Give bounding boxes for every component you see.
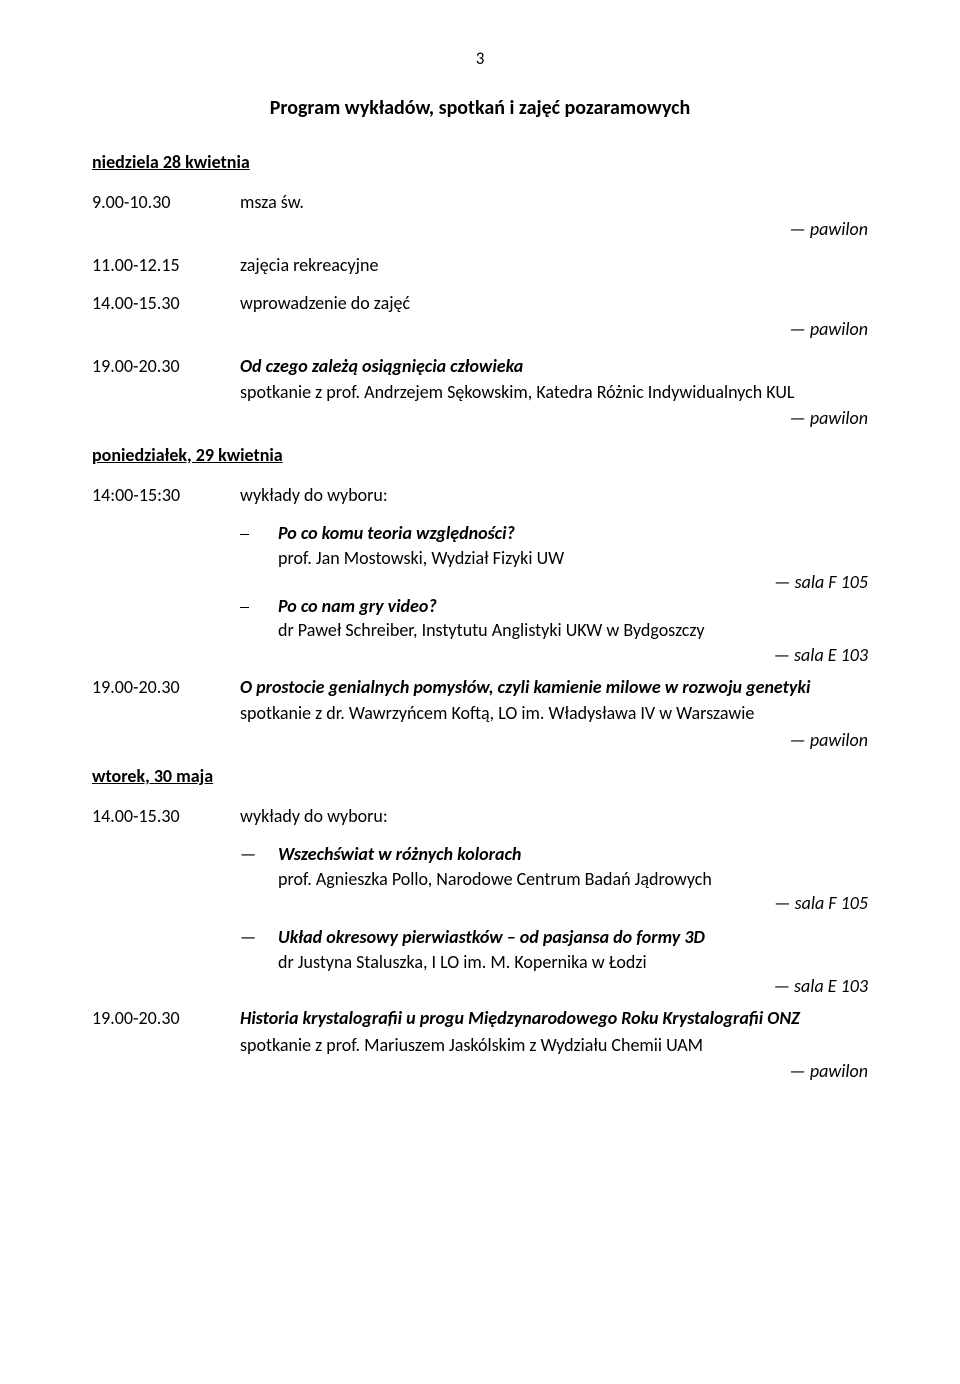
event-text: wykłady do wyboru: <box>240 483 868 507</box>
event-title: Historia krystalografii u progu Międzyna… <box>240 1006 868 1030</box>
location: — sala F 105 <box>240 891 868 915</box>
location: — sala F 105 <box>240 570 868 594</box>
time: 14.00-15.30 <box>92 291 240 315</box>
location: — pawilon <box>92 217 868 241</box>
bullet-dash-icon: — <box>240 925 278 949</box>
location: — sala E 103 <box>240 643 868 667</box>
time: 14.00-15.30 <box>92 804 240 828</box>
event-subtext: spotkanie z dr. Wawrzyńcem Koftą, LO im.… <box>240 701 868 725</box>
bullet-dash-icon: ⎯ <box>240 521 278 545</box>
bullet-dash-icon: — <box>240 842 278 866</box>
time: 14:00-15:30 <box>92 483 240 507</box>
main-title: Program wykładów, spotkań i zajęć pozara… <box>92 95 868 122</box>
location: — pawilon <box>92 317 868 341</box>
location: — pawilon <box>92 728 868 752</box>
lecture-speaker: prof. Agnieszka Pollo, Narodowe Centrum … <box>278 867 868 891</box>
time: 9.00-10.30 <box>92 190 240 214</box>
event-subtext: spotkanie z prof. Andrzejem Sękowskim, K… <box>240 380 868 404</box>
event-text: wprowadzenie do zajęć <box>240 291 868 315</box>
event-text: wykłady do wyboru: <box>240 804 868 828</box>
event-title: Od czego zależą osiągnięcia człowieka <box>240 354 868 378</box>
day-heading-monday: poniedziałek, 29 kwietnia <box>92 443 868 467</box>
lecture-title: Po co komu teoria względności? <box>278 521 868 545</box>
time: 19.00-20.30 <box>92 675 240 699</box>
lecture-title: Wszechświat w różnych kolorach <box>278 842 868 866</box>
event-subtext: spotkanie z prof. Mariuszem Jaskólskim z… <box>240 1033 868 1057</box>
lecture-title: Układ okresowy pierwiastków – od pasjans… <box>278 925 868 949</box>
location: — pawilon <box>92 1059 868 1083</box>
lecture-speaker: dr Justyna Staluszka, I LO im. M. Kopern… <box>278 950 868 974</box>
time: 19.00-20.30 <box>92 354 240 378</box>
event-text: zajęcia rekreacyjne <box>240 253 868 277</box>
page-number: 3 <box>92 48 868 71</box>
lecture-speaker: dr Paweł Schreiber, Instytutu Anglistyki… <box>278 618 868 642</box>
time: 11.00-12.15 <box>92 253 240 277</box>
location: — pawilon <box>92 406 868 430</box>
day-heading-sunday: niedziela 28 kwietnia <box>92 150 868 174</box>
event-text: msza św. <box>240 190 868 214</box>
lecture-speaker: prof. Jan Mostowski, Wydział Fizyki UW <box>278 546 868 570</box>
day-heading-tuesday: wtorek, 30 maja <box>92 764 868 788</box>
location: — sala E 103 <box>240 974 868 998</box>
time: 19.00-20.30 <box>92 1006 240 1030</box>
lecture-title: Po co nam gry video? <box>278 594 868 618</box>
event-title: O prostocie genialnych pomysłów, czyli k… <box>240 675 868 699</box>
bullet-dash-icon: ⎯ <box>240 594 278 618</box>
